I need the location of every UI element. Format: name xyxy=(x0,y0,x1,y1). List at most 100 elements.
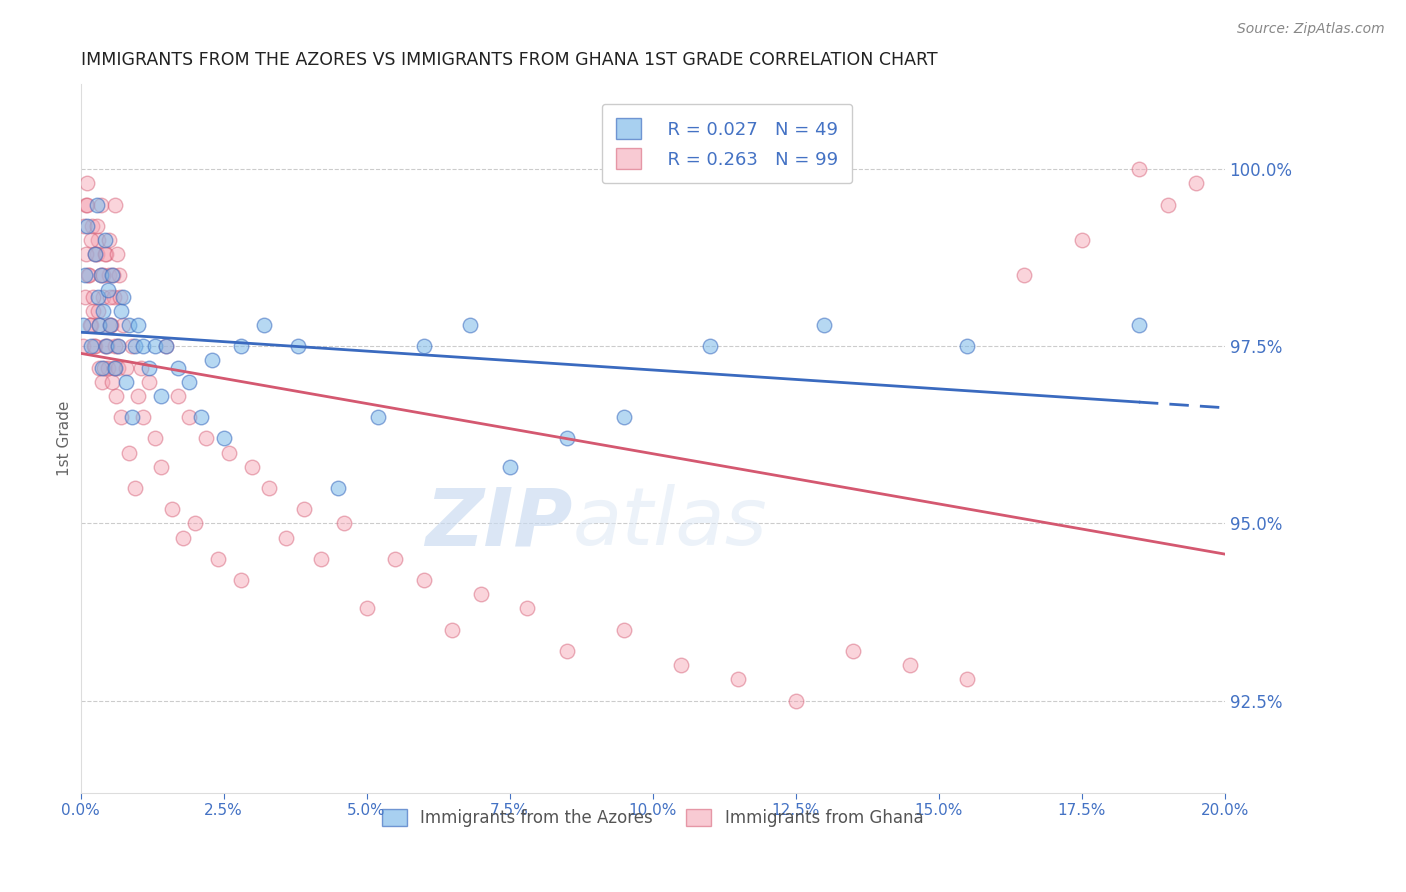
Point xyxy=(101,268,124,283)
Point xyxy=(72,339,94,353)
Point xyxy=(112,318,135,332)
Point xyxy=(555,644,578,658)
Point xyxy=(121,410,143,425)
Point xyxy=(384,552,406,566)
Point xyxy=(127,389,149,403)
Legend: Immigrants from the Azores, Immigrants from Ghana: Immigrants from the Azores, Immigrants f… xyxy=(375,803,929,834)
Point xyxy=(292,502,315,516)
Text: atlas: atlas xyxy=(572,484,768,563)
Point xyxy=(107,339,129,353)
Point xyxy=(75,197,97,211)
Point xyxy=(785,693,807,707)
Point xyxy=(229,339,252,353)
Point xyxy=(91,360,114,375)
Point xyxy=(98,318,121,332)
Point xyxy=(107,360,129,375)
Point xyxy=(309,552,332,566)
Point xyxy=(173,531,195,545)
Point xyxy=(110,303,132,318)
Point xyxy=(367,410,389,425)
Point xyxy=(179,375,201,389)
Point xyxy=(195,431,218,445)
Point xyxy=(76,177,98,191)
Point xyxy=(80,339,103,353)
Point xyxy=(179,410,201,425)
Point xyxy=(76,197,98,211)
Point xyxy=(124,339,146,353)
Point xyxy=(87,360,110,375)
Point xyxy=(89,318,111,332)
Point xyxy=(108,290,131,304)
Point xyxy=(104,360,127,375)
Point xyxy=(96,339,118,353)
Point xyxy=(201,353,224,368)
Point xyxy=(87,303,110,318)
Point xyxy=(259,481,281,495)
Point xyxy=(76,219,98,233)
Point xyxy=(80,318,103,332)
Point xyxy=(956,673,979,687)
Point xyxy=(75,247,97,261)
Point xyxy=(613,410,636,425)
Point xyxy=(97,360,120,375)
Point xyxy=(86,219,108,233)
Point xyxy=(332,516,354,531)
Point xyxy=(1070,233,1092,247)
Point xyxy=(1014,268,1036,283)
Point xyxy=(132,339,155,353)
Point xyxy=(84,247,107,261)
Point xyxy=(252,318,274,332)
Text: ZIP: ZIP xyxy=(425,484,572,563)
Point xyxy=(1185,177,1208,191)
Point xyxy=(138,375,160,389)
Point xyxy=(190,410,212,425)
Point xyxy=(101,268,124,283)
Point xyxy=(91,268,114,283)
Point xyxy=(96,247,118,261)
Point xyxy=(155,339,177,353)
Point xyxy=(287,339,309,353)
Point xyxy=(94,247,117,261)
Point xyxy=(160,502,183,516)
Point xyxy=(555,431,578,445)
Point xyxy=(86,247,108,261)
Point xyxy=(93,303,115,318)
Point xyxy=(101,375,124,389)
Point xyxy=(218,445,240,459)
Point xyxy=(104,389,127,403)
Point xyxy=(103,360,125,375)
Point xyxy=(93,290,115,304)
Point xyxy=(83,339,105,353)
Point xyxy=(90,197,112,211)
Point xyxy=(155,339,177,353)
Point xyxy=(149,389,172,403)
Point xyxy=(107,339,129,353)
Point xyxy=(470,587,492,601)
Point xyxy=(80,219,103,233)
Point xyxy=(83,339,105,353)
Point xyxy=(73,219,96,233)
Point xyxy=(118,318,141,332)
Point xyxy=(143,431,166,445)
Point xyxy=(97,283,120,297)
Point xyxy=(104,197,127,211)
Y-axis label: 1st Grade: 1st Grade xyxy=(58,401,72,476)
Point xyxy=(93,339,115,353)
Point xyxy=(671,658,693,673)
Point xyxy=(207,552,229,566)
Point xyxy=(112,290,135,304)
Point xyxy=(100,318,122,332)
Point xyxy=(498,459,520,474)
Point xyxy=(77,268,100,283)
Point xyxy=(412,573,434,587)
Point xyxy=(699,339,721,353)
Point xyxy=(98,268,121,283)
Point xyxy=(1128,318,1150,332)
Point xyxy=(166,360,188,375)
Point xyxy=(72,318,94,332)
Text: Source: ZipAtlas.com: Source: ZipAtlas.com xyxy=(1237,22,1385,37)
Point xyxy=(118,445,141,459)
Point xyxy=(108,268,131,283)
Point xyxy=(97,233,120,247)
Point xyxy=(132,410,155,425)
